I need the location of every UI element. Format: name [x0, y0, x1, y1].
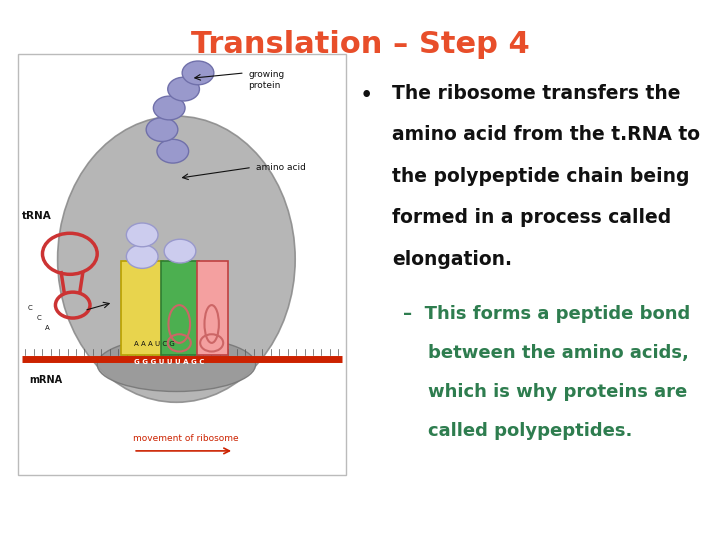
- Circle shape: [168, 77, 199, 101]
- Text: The ribosome transfers the: The ribosome transfers the: [392, 84, 681, 103]
- Circle shape: [182, 61, 214, 85]
- Text: C: C: [37, 315, 41, 321]
- Text: elongation.: elongation.: [392, 250, 513, 269]
- Text: which is why proteins are: which is why proteins are: [403, 383, 688, 401]
- FancyBboxPatch shape: [197, 261, 228, 355]
- Text: the polypeptide chain being: the polypeptide chain being: [392, 167, 690, 186]
- Text: called polypeptides.: called polypeptides.: [403, 422, 633, 440]
- Text: A: A: [45, 325, 50, 331]
- Text: between the amino acids,: between the amino acids,: [403, 344, 689, 362]
- Text: Translation – Step 4: Translation – Step 4: [191, 30, 529, 59]
- Ellipse shape: [58, 116, 295, 402]
- Circle shape: [153, 96, 185, 120]
- FancyBboxPatch shape: [121, 261, 163, 355]
- Text: amino acid: amino acid: [256, 163, 305, 172]
- Circle shape: [127, 223, 158, 247]
- Text: amino acid from the t.RNA to: amino acid from the t.RNA to: [392, 125, 701, 144]
- FancyBboxPatch shape: [161, 261, 199, 355]
- Text: mRNA: mRNA: [29, 375, 62, 386]
- FancyBboxPatch shape: [18, 54, 346, 475]
- Text: G G G U U U A G C: G G G U U U A G C: [134, 359, 204, 365]
- Text: formed in a process called: formed in a process called: [392, 208, 672, 227]
- Circle shape: [146, 118, 178, 141]
- Text: A A A U C G: A A A U C G: [135, 341, 175, 347]
- Text: C: C: [28, 306, 32, 312]
- Circle shape: [157, 139, 189, 163]
- Ellipse shape: [97, 338, 256, 392]
- Text: growing
protein: growing protein: [248, 70, 284, 90]
- Text: –  This forms a peptide bond: – This forms a peptide bond: [403, 305, 690, 323]
- Circle shape: [127, 245, 158, 268]
- Circle shape: [164, 239, 196, 263]
- Text: movement of ribosome: movement of ribosome: [133, 434, 239, 443]
- Text: •: •: [360, 84, 374, 107]
- Text: tRNA: tRNA: [22, 211, 51, 221]
